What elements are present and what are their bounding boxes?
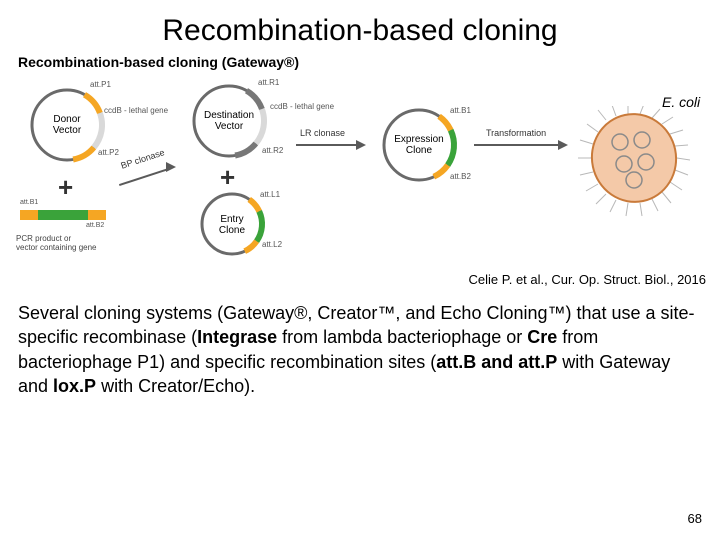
- transform-arrow-head: [558, 140, 568, 150]
- bp-arrow-line: [119, 168, 169, 186]
- pcr-product-bar: [20, 210, 106, 220]
- pcr-attb2-seg: [88, 210, 106, 220]
- pcr-attb1-seg: [20, 210, 38, 220]
- dest-ccdb-label: ccdB - lethal gene: [270, 102, 334, 111]
- lr-clonase-label: LR clonase: [300, 128, 345, 138]
- dest-attr2-label: att.R2: [262, 146, 283, 155]
- pcr-attb2-label: att.B2: [86, 222, 104, 229]
- pcr-gene-seg: [38, 210, 88, 220]
- expr-attb2-label: att.B2: [450, 172, 471, 181]
- bp-clonase-label: BP clonase: [120, 147, 166, 171]
- cloning-diagram: DonorVector att.P1 ccdB - lethal gene at…: [0, 76, 720, 266]
- diagram-subtitle: Recombination-based cloning (Gateway®): [0, 54, 720, 76]
- slide-title: Recombination-based cloning: [0, 0, 720, 54]
- entry-attl2-label: att.L2: [262, 240, 282, 249]
- donor-attp2-label: att.P2: [98, 148, 119, 157]
- bp-arrow-head: [166, 162, 176, 172]
- lr-arrow-head: [356, 140, 366, 150]
- citation-text: Celie P. et al., Cur. Op. Struct. Biol.,…: [0, 266, 720, 301]
- page-number: 68: [688, 511, 702, 526]
- expression-clone-label: ExpressionClone: [379, 134, 459, 156]
- plus-sign-1: +: [58, 172, 73, 203]
- entry-attl1-label: att.L1: [260, 190, 280, 199]
- expr-attb1-label: att.B1: [450, 106, 471, 115]
- lr-arrow-line: [296, 144, 358, 146]
- pcr-attb1-label: att.B1: [20, 199, 38, 206]
- donor-attp1-label: att.P1: [90, 80, 111, 89]
- donor-ccdb-label: ccdB - lethal gene: [104, 106, 168, 115]
- pcr-caption: PCR product orvector containing gene: [16, 234, 126, 252]
- donor-vector-label: DonorVector: [27, 114, 107, 136]
- entry-clone-label: EntryClone: [192, 214, 272, 236]
- ecoli-cell-icon: [576, 106, 706, 226]
- transform-arrow-line: [474, 144, 560, 146]
- transformation-label: Transformation: [486, 128, 546, 138]
- body-paragraph: Several cloning systems (Gateway®, Creat…: [0, 301, 720, 398]
- dest-attr1-label: att.R1: [258, 78, 279, 87]
- destination-vector-label: DestinationVector: [189, 110, 269, 132]
